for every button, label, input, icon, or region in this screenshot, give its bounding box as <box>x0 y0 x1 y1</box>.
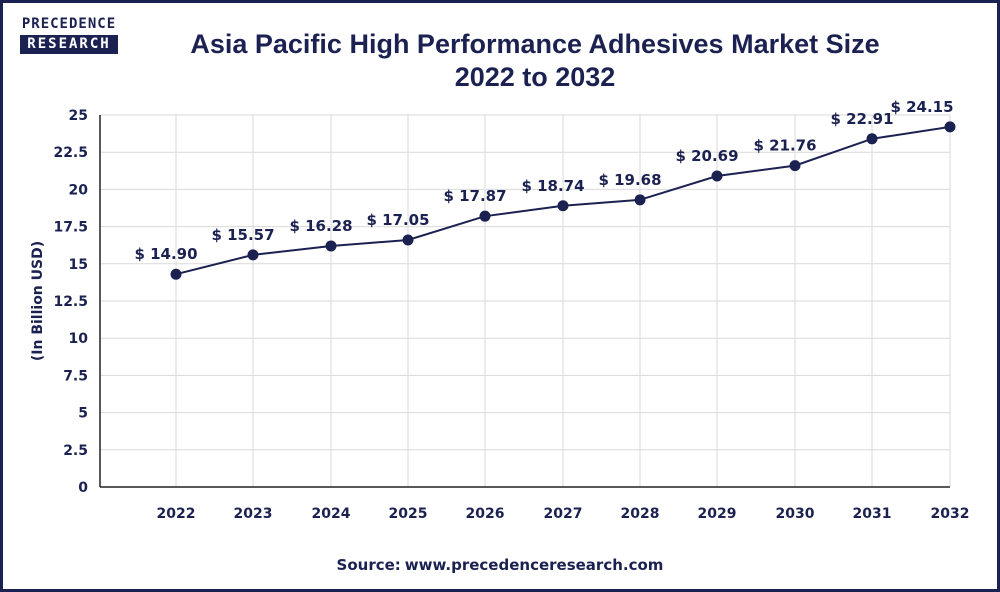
data-label: $ 15.57 <box>211 226 274 244</box>
data-label: $ 20.69 <box>675 147 738 165</box>
data-point <box>170 268 182 280</box>
data-point <box>711 170 723 182</box>
y-tick-label: 5 <box>78 406 88 422</box>
data-label: $ 22.91 <box>830 110 893 128</box>
y-tick-label: 2.5 <box>63 443 88 459</box>
x-tick-label: 2023 <box>234 506 273 522</box>
y-tick-label: 10 <box>69 331 89 347</box>
chart-title-line2: 2022 to 2032 <box>454 62 616 92</box>
y-tick-label: 25 <box>69 108 88 124</box>
y-tick-label: 22.5 <box>53 145 88 161</box>
x-tick-label: 2024 <box>312 506 351 522</box>
data-point <box>634 194 646 206</box>
y-tick-label: 0 <box>78 480 88 496</box>
y-axis-ticks: 0 2.5 5 7.5 10 12.5 15 17.5 20 22.5 25 <box>53 108 88 496</box>
data-label: $ 19.68 <box>598 171 661 189</box>
data-points <box>170 121 956 280</box>
data-label: $ 18.74 <box>521 177 584 195</box>
data-label: $ 16.28 <box>289 217 352 235</box>
data-point <box>557 200 569 212</box>
x-tick-label: 2030 <box>776 506 815 522</box>
y-tick-label: 15 <box>69 257 88 273</box>
source-label: Source: <box>336 556 401 574</box>
x-tick-label: 2025 <box>389 506 428 522</box>
x-axis-ticks: 2022 2023 2024 2025 2026 2027 2028 2029 2030 2031… <box>157 506 970 522</box>
data-point <box>247 249 259 261</box>
grid-lines <box>100 114 951 487</box>
logo-line2: RESEARCH <box>20 35 118 54</box>
y-axis-label: (In Billion USD) <box>30 241 46 361</box>
x-tick-label: 2028 <box>621 506 660 522</box>
x-tick-label: 2029 <box>698 506 737 522</box>
data-label: $ 17.05 <box>366 211 429 229</box>
data-point <box>325 240 337 252</box>
data-label: $ 14.90 <box>134 245 197 263</box>
source-footer: Source: www.precedenceresearch.com <box>0 556 1000 574</box>
x-tick-label: 2026 <box>466 506 505 522</box>
precedence-research-logo: PRECEDENCE RESEARCH <box>20 16 118 54</box>
data-point <box>402 234 414 246</box>
data-label: $ 17.87 <box>443 187 506 205</box>
y-tick-label: 20 <box>69 182 89 198</box>
data-point <box>944 121 956 133</box>
data-label: $ 21.76 <box>753 137 816 155</box>
axes <box>99 115 950 488</box>
x-tick-label: 2032 <box>931 506 970 522</box>
y-tick-label: 12.5 <box>53 294 88 310</box>
data-point <box>866 133 878 145</box>
source-url[interactable]: www.precedenceresearch.com <box>404 556 664 574</box>
x-tick-label: 2031 <box>853 506 892 522</box>
logo-line1: PRECEDENCE <box>21 16 117 32</box>
data-label: $ 24.15 <box>890 98 953 116</box>
x-tick-label: 2022 <box>157 506 196 522</box>
chart-title: Asia Pacific High Performance Adhesives … <box>140 28 930 94</box>
data-labels: $ 14.90 $ 15.57 $ 16.28 $ 17.05 $ 17.87 $ 18.… <box>134 98 953 263</box>
data-point <box>789 160 801 172</box>
chart-title-line1: Asia Pacific High Performance Adhesives … <box>190 29 880 59</box>
y-tick-label: 17.5 <box>53 220 88 236</box>
data-point <box>479 210 491 222</box>
y-tick-label: 7.5 <box>63 368 88 384</box>
x-tick-label: 2027 <box>544 506 583 522</box>
